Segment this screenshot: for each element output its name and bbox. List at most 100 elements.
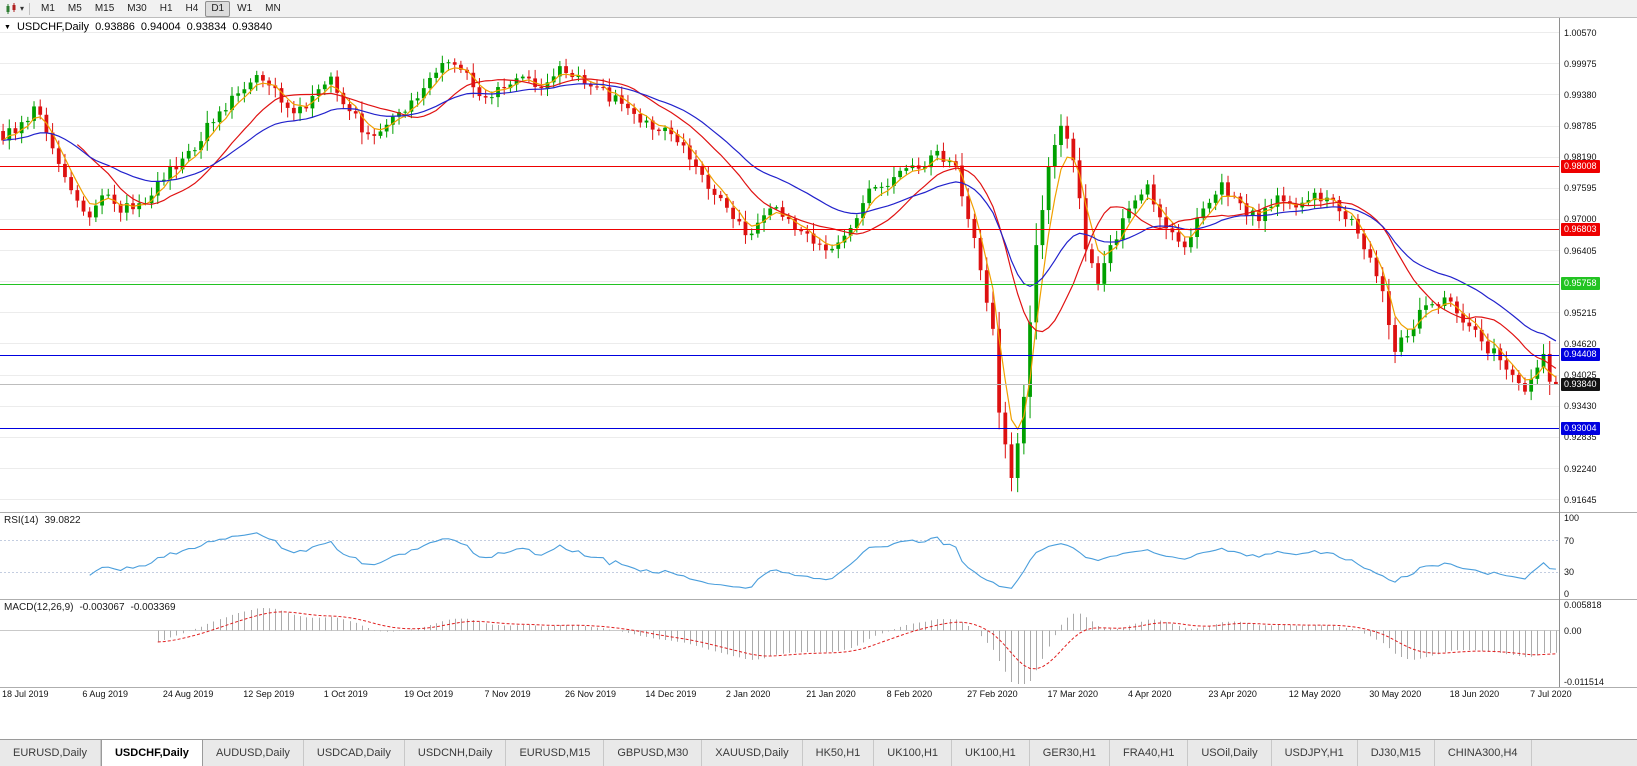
timeframe-button-h4[interactable]: H4 — [185, 2, 199, 14]
price-axis-label: 0.94025 — [1564, 370, 1597, 381]
price-axis-label: 0.92835 — [1564, 432, 1597, 443]
price-axis-label: 0.97595 — [1564, 183, 1597, 194]
rsi-indicator-pane[interactable]: RSI(14) 39.0822 — [0, 513, 1559, 599]
timeframe-button-m5[interactable]: M5 — [67, 2, 82, 14]
timeframe-button-m30[interactable]: M30 — [127, 2, 147, 14]
timeframe-button-m1[interactable]: M1 — [41, 2, 55, 14]
level-price-badge: 0.95758 — [1561, 277, 1600, 291]
chart-tab-usdchf-daily[interactable]: USDCHF,Daily — [100, 740, 203, 766]
ohlc-high-value: 0.94004 — [140, 21, 181, 33]
chart-tab-eurusd-daily[interactable]: EURUSD,Daily — [0, 740, 101, 766]
chart-tab-uk100-h1[interactable]: UK100,H1 — [952, 740, 1030, 766]
timeframe-button-w1[interactable]: W1 — [237, 2, 253, 14]
price-axis-label: 1.00570 — [1564, 27, 1597, 38]
timeframe-button-d1[interactable]: D1 — [205, 0, 231, 17]
rsi-chart-canvas[interactable] — [0, 513, 1559, 599]
price-axis-label: 0.95215 — [1564, 307, 1597, 318]
date-axis-label: 30 May 2020 — [1369, 689, 1422, 699]
ohlc-open-value: 0.93886 — [95, 21, 135, 33]
level-price-badge: 0.94408 — [1561, 348, 1600, 362]
rsi-axis-label: 30 — [1564, 567, 1575, 578]
price-axis-label: 0.96405 — [1564, 245, 1597, 256]
chart-tab-fra40-h1[interactable]: FRA40,H1 — [1110, 740, 1189, 766]
price-axis-label: 0.91645 — [1564, 494, 1597, 505]
macd-axis-label: -0.011514 — [1564, 677, 1604, 687]
pane-separator[interactable] — [0, 599, 1637, 600]
chart-tab-china300-h4[interactable]: CHINA300,H4 — [1434, 740, 1532, 766]
chart-tab-eurusd-m15[interactable]: EURUSD,M15 — [506, 740, 605, 766]
rsi-label: RSI(14) 39.0822 — [4, 515, 81, 526]
date-axis-label: 1 Oct 2019 — [323, 689, 368, 699]
chart-tabs-bar: EURUSD,Daily USDCHF,Daily AUDUSD,Daily USDC… — [0, 739, 1637, 766]
chart-tab-usoil-daily[interactable]: USOil,Daily — [1188, 740, 1272, 766]
macd-indicator-pane[interactable]: MACD(12,26,9) -0.003067 -0.003369 — [0, 600, 1559, 687]
pane-separator[interactable] — [0, 512, 1637, 513]
chart-symbol-label: USDCHF,Daily — [16, 21, 90, 33]
price-chart-pane[interactable]: ▼ USDCHF,Daily 0.93886 0.94004 0.93834 0… — [0, 18, 1559, 512]
date-axis-label: 18 Jul 2019 — [2, 689, 49, 699]
level-price-badge: 0.96803 — [1561, 222, 1600, 236]
price-axis[interactable]: 1.00570 0.99975 0.99380 0.98785 0.98190 0.975… — [1560, 18, 1637, 512]
macd-main-value: -0.003067 — [79, 602, 125, 613]
rsi-axis-label: 100 — [1564, 513, 1580, 523]
level-price-badge: 0.98008 — [1561, 159, 1600, 173]
chart-tab-gbpusd-m30[interactable]: GBPUSD,M30 — [604, 740, 703, 766]
price-axis-label: 0.99975 — [1564, 58, 1597, 69]
price-axis-label: 0.98785 — [1564, 121, 1597, 132]
date-axis-label: 2 Jan 2020 — [725, 689, 771, 699]
date-axis-label: 21 Jan 2020 — [806, 689, 856, 699]
price-axis-label: 0.97000 — [1564, 214, 1597, 225]
toolbar-separator — [29, 2, 31, 15]
date-axis-label: 12 Sep 2019 — [243, 689, 295, 699]
rsi-name: RSI(14) — [4, 515, 39, 526]
chart-tab-ger30-h1[interactable]: GER30,H1 — [1029, 740, 1110, 766]
chart-style-dropdown-caret-icon[interactable]: ▾ — [20, 4, 25, 13]
date-axis-label: 18 Jun 2020 — [1449, 689, 1500, 699]
price-axis-label: 0.93430 — [1564, 401, 1597, 412]
chart-tab-usdcnh-daily[interactable]: USDCNH,Daily — [404, 740, 507, 766]
date-axis-label: 7 Jul 2020 — [1530, 689, 1572, 699]
date-axis[interactable]: 18 Jul 2019 6 Aug 2019 24 Aug 2019 12 Sep 2… — [0, 688, 1637, 701]
candlestick-chart-style-icon[interactable] — [4, 2, 19, 15]
candlestick-chart-canvas[interactable] — [0, 18, 1559, 512]
macd-axis: 0.005818 0.00 -0.011514 — [1560, 600, 1637, 687]
current-price-badge: 0.93840 — [1561, 377, 1600, 391]
chart-tab-hk50-h1[interactable]: HK50,H1 — [802, 740, 875, 766]
ohlc-low-value: 0.93834 — [186, 21, 227, 33]
date-axis-label: 7 Nov 2019 — [484, 689, 531, 699]
level-price-badge: 0.93004 — [1561, 421, 1600, 435]
macd-name: MACD(12,26,9) — [4, 602, 74, 613]
chart-tab-dj30-m15[interactable]: DJ30,M15 — [1357, 740, 1435, 766]
date-axis-label: 4 Apr 2020 — [1127, 689, 1172, 699]
date-axis-label: 23 Apr 2020 — [1208, 689, 1257, 699]
timeframe-button-mn[interactable]: MN — [265, 2, 281, 14]
rsi-current-value: 39.0822 — [44, 515, 81, 526]
pane-separator — [0, 687, 1637, 688]
macd-signal-value: -0.003369 — [130, 602, 176, 613]
macd-axis-label: 0.00 — [1564, 625, 1582, 636]
macd-chart-canvas[interactable] — [0, 600, 1559, 687]
timeframe-button-m15[interactable]: M15 — [94, 2, 115, 14]
chart-tab-audusd-daily[interactable]: AUDUSD,Daily — [202, 740, 304, 766]
chart-tab-usdjpy-h1[interactable]: USDJPY,H1 — [1271, 740, 1358, 766]
date-axis-label: 24 Aug 2019 — [162, 689, 214, 699]
rsi-axis: 100 70 30 0 — [1560, 513, 1637, 599]
macd-axis-label: 0.005818 — [1564, 600, 1602, 610]
timeframe-toolbar: ▾ M1 M5 M15 M30 H1 H4 D1 W1 MN — [0, 0, 1637, 18]
price-axis-label: 0.99380 — [1564, 89, 1597, 100]
date-axis-label: 6 Aug 2019 — [82, 689, 128, 699]
price-axis-label: 0.98190 — [1564, 152, 1597, 163]
timeframe-buttons-group: M1 M5 M15 M30 H1 H4 D1 W1 MN — [35, 0, 288, 17]
date-axis-label: 8 Feb 2020 — [886, 689, 933, 699]
rsi-axis-label: 70 — [1564, 535, 1575, 546]
ohlc-close-value: 0.93840 — [232, 21, 273, 33]
chart-tab-uk100-h1[interactable]: UK100,H1 — [874, 740, 953, 766]
chart-tab-usdcad-daily[interactable]: USDCAD,Daily — [303, 740, 405, 766]
date-axis-label: 26 Nov 2019 — [564, 689, 617, 699]
chart-title: ▼ USDCHF,Daily 0.93886 0.94004 0.93834 0… — [4, 21, 272, 33]
chart-tab-xauusd-daily[interactable]: XAUUSD,Daily — [702, 740, 803, 766]
chart-title-dropdown-icon[interactable]: ▼ — [4, 23, 11, 31]
date-axis-label: 12 May 2020 — [1288, 689, 1341, 699]
timeframe-button-h1[interactable]: H1 — [159, 2, 173, 14]
